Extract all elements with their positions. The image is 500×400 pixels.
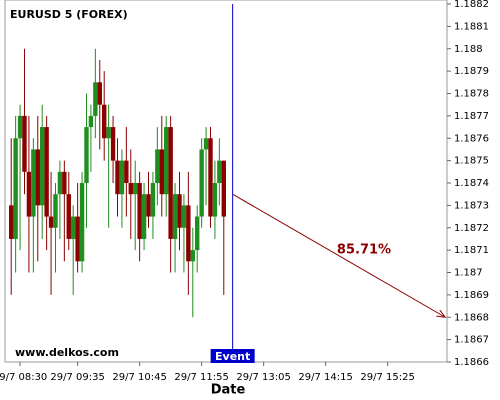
candle-body	[9, 205, 14, 239]
y-tick-label: 1.1876	[454, 133, 489, 144]
y-tick-label: 1.1877	[454, 111, 489, 122]
candle-body	[190, 250, 195, 262]
x-tick-label: 29/7 09:35	[50, 372, 104, 383]
y-tick-label: 1.188	[454, 44, 483, 55]
candle-body	[119, 160, 125, 195]
candle-body	[22, 115, 27, 172]
chart-title: EURUSD 5 (FOREX)	[10, 8, 128, 21]
y-tick-label: 1.187	[454, 268, 483, 279]
prediction-arrow	[232, 193, 446, 318]
candle-body	[57, 171, 63, 195]
candle-body	[137, 183, 142, 239]
candle-body	[172, 194, 178, 239]
candle-body	[75, 216, 80, 262]
y-tick-label: 1.1878	[454, 89, 489, 100]
candle-body	[221, 160, 226, 217]
plot-area	[4, 0, 448, 363]
candle-body	[203, 138, 209, 150]
candle-body	[128, 183, 133, 195]
candle-body	[150, 183, 156, 217]
candle-body	[66, 194, 71, 239]
candle-body	[124, 160, 129, 183]
candle-body	[168, 127, 173, 239]
candle-body	[164, 127, 169, 195]
candle-body	[62, 171, 67, 195]
y-tick-label: 1.1869	[454, 290, 489, 301]
candle-body	[208, 138, 213, 217]
y-tick-label: 1.1873	[454, 200, 489, 211]
y-tick-label: 1.1868	[454, 312, 489, 323]
x-tick-label: 29/7 13:05	[236, 372, 290, 383]
arrow-head	[436, 309, 447, 318]
y-tick-label: 1.1882	[454, 0, 489, 10]
candle-body	[177, 194, 182, 228]
y-tick-label: 1.1875	[454, 156, 489, 167]
y-tick-label: 1.1871	[454, 245, 489, 256]
candle-body	[186, 205, 191, 262]
candle-body	[102, 104, 107, 139]
candle-body	[31, 149, 36, 217]
watermark: www.delkos.com	[15, 346, 119, 359]
candle-body	[40, 127, 45, 206]
y-tick-label: 1.1879	[454, 66, 489, 77]
candle-body	[217, 160, 222, 183]
x-tick-label: 29/7 10:45	[112, 372, 166, 383]
candle-body	[44, 127, 49, 217]
y-tick-label: 1.1881	[454, 21, 489, 32]
candle-body	[110, 127, 116, 161]
candle-body	[212, 183, 218, 217]
y-tick-label: 1.1872	[454, 223, 489, 234]
candle-body	[71, 216, 76, 239]
candle-body	[133, 183, 138, 195]
candle-body	[199, 149, 204, 217]
candle-body	[155, 149, 160, 183]
candle-body	[106, 127, 111, 139]
candle-body	[97, 82, 102, 105]
prediction-label: 85.71%	[337, 243, 391, 258]
candle-body	[115, 160, 120, 195]
candle-body	[48, 216, 54, 228]
y-tick-label: 1.1874	[454, 178, 489, 189]
candle-body	[84, 127, 89, 183]
candle-body	[13, 138, 18, 239]
candle-body	[181, 205, 187, 228]
y-tick-label: 1.1867	[454, 335, 489, 346]
candle-body	[159, 149, 164, 195]
candle-body	[146, 194, 151, 217]
x-tick-label: 29/7 15:25	[360, 372, 414, 383]
candle-body	[195, 216, 200, 251]
candle-body	[93, 82, 98, 116]
x-axis-label: Date	[211, 383, 246, 398]
x-tick-label: 29/7 14:15	[298, 372, 352, 383]
candle-body	[17, 115, 23, 139]
candle-body	[79, 183, 85, 262]
event-box	[210, 349, 255, 363]
y-tick-label: 1.1866	[454, 357, 489, 368]
x-tick-label: 29/7 11:55	[174, 372, 228, 383]
x-tick-label: 29/7 08:30	[0, 372, 47, 383]
candle-body	[53, 194, 58, 228]
event-label: Event	[215, 350, 250, 363]
candle-body	[141, 194, 147, 239]
candle-body	[88, 115, 94, 128]
candle-body	[35, 149, 40, 206]
candle-body	[26, 171, 32, 217]
